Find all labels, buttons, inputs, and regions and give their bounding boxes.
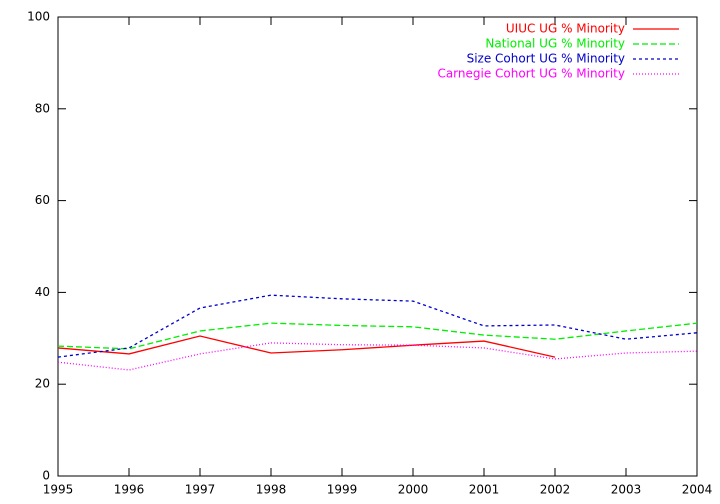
series-line <box>57 335 556 358</box>
plot-frame <box>57 16 698 477</box>
y-tick-label: 80 <box>35 101 50 115</box>
x-tick-label: 1998 <box>256 483 287 497</box>
y-tick-label: 40 <box>35 285 50 299</box>
x-tick-label: 2001 <box>469 483 500 497</box>
legend-label: Carnegie Cohort UG % Minority <box>437 67 625 81</box>
x-tick-label: 1995 <box>43 483 74 497</box>
y-tick-label: 20 <box>35 377 50 391</box>
series-line <box>57 322 698 350</box>
legend-label: UIUC UG % Minority <box>506 22 625 36</box>
y-tick-label: 60 <box>35 193 50 207</box>
x-tick-label: 2003 <box>611 483 642 497</box>
x-tick-label: 2000 <box>398 483 429 497</box>
legend-label: National UG % Minority <box>485 37 625 51</box>
x-tick-label: 2002 <box>540 483 571 497</box>
y-tick-label: 100 <box>27 10 50 24</box>
y-tick-label: 0 <box>42 469 50 483</box>
legend-label: Size Cohort UG % Minority <box>467 52 625 66</box>
x-tick-label: 1996 <box>114 483 145 497</box>
series-line <box>57 294 698 358</box>
x-tick-label: 2004 <box>682 483 713 497</box>
x-tick-label: 1999 <box>327 483 358 497</box>
x-tick-label: 1997 <box>185 483 216 497</box>
